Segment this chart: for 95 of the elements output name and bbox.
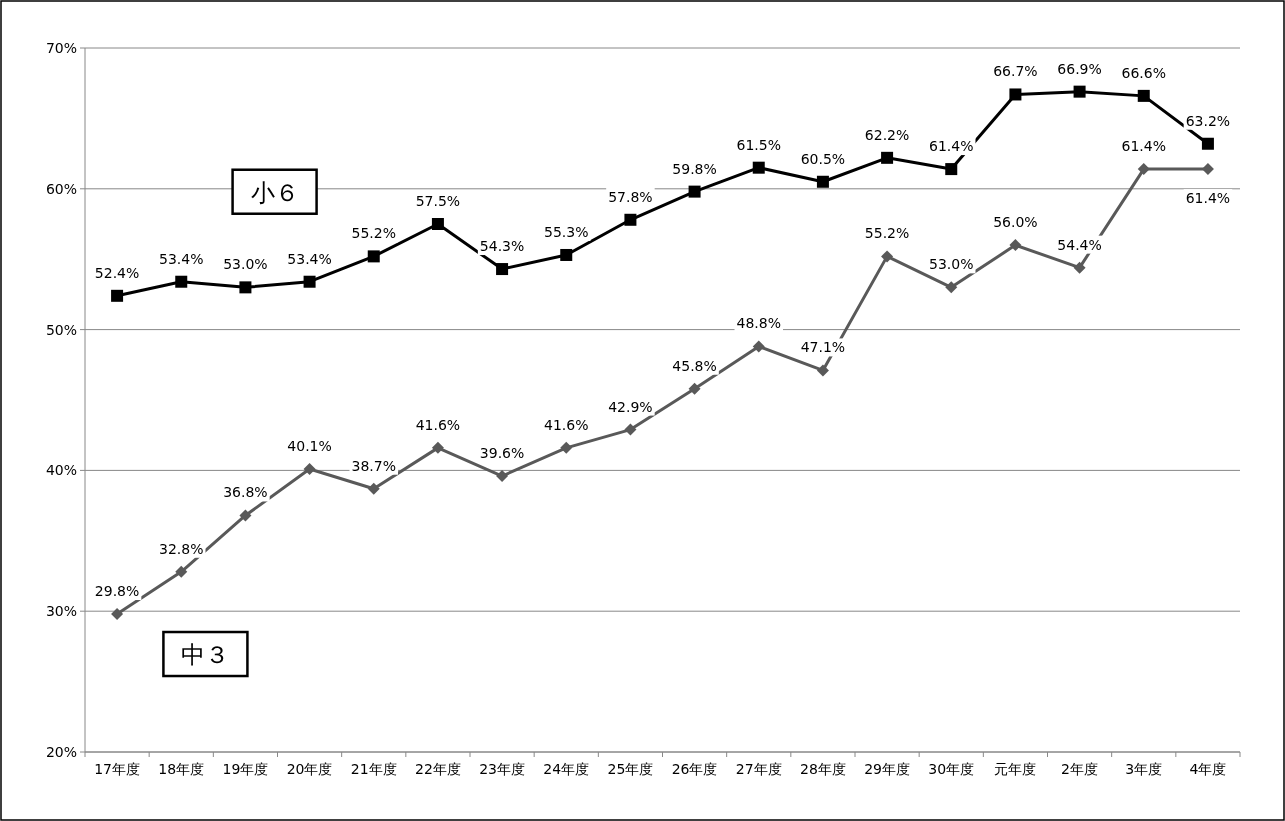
data-label: 47.1% <box>800 339 846 356</box>
point <box>560 441 573 454</box>
x-tick-label: 28年度 <box>800 761 846 777</box>
data-label: 62.2% <box>864 126 910 143</box>
x-tick-label: 18年度 <box>158 761 205 777</box>
data-label: 63.2% <box>1185 112 1231 129</box>
x-tick-label: 27年度 <box>735 761 782 777</box>
data-label: 29.8% <box>94 583 140 600</box>
point <box>431 441 444 454</box>
point <box>496 263 509 276</box>
point <box>431 218 444 230</box>
point <box>752 340 765 353</box>
point <box>1009 88 1022 101</box>
data-label: 61.4% <box>1121 138 1166 155</box>
point <box>239 509 252 522</box>
data-label: 41.6% <box>544 416 589 433</box>
point <box>752 161 765 174</box>
point <box>816 175 829 188</box>
point <box>367 482 380 495</box>
x-tick-label: 17年度 <box>94 761 140 777</box>
x-tick-label: 4年度 <box>1189 761 1227 777</box>
point <box>1137 89 1150 102</box>
data-label: 61.4% <box>929 138 974 155</box>
point <box>624 423 637 436</box>
point <box>945 281 958 294</box>
data-label: 36.8% <box>223 484 268 501</box>
x-tick-label: 25年度 <box>607 761 654 777</box>
x-tick-label: 26年度 <box>671 761 718 777</box>
data-label: 53.4% <box>287 250 332 267</box>
data-label: 39.6% <box>479 445 525 462</box>
data-label: 55.3% <box>544 223 589 240</box>
point <box>624 213 637 226</box>
data-label: 53.0% <box>223 256 268 273</box>
point <box>816 364 829 377</box>
x-tick-label: 3年度 <box>1125 761 1163 777</box>
point <box>1201 137 1214 150</box>
point <box>881 250 894 263</box>
y-tick-label: 40% <box>45 462 77 479</box>
x-tick-label: 22年度 <box>415 761 461 777</box>
data-label: 60.5% <box>800 150 846 167</box>
point <box>111 289 124 302</box>
data-label: 42.9% <box>608 398 653 415</box>
x-tick-label: 30年度 <box>928 761 975 777</box>
point <box>560 248 573 261</box>
x-tick-label: 元年度 <box>994 761 1037 777</box>
y-tick-label: 70% <box>45 40 77 56</box>
data-label: 57.8% <box>608 188 653 205</box>
point <box>688 185 701 198</box>
data-label: 54.4% <box>1057 236 1102 253</box>
x-tick-label: 2年度 <box>1061 761 1099 777</box>
data-label: 41.6% <box>415 416 461 433</box>
x-tick-label: 29年度 <box>864 761 910 777</box>
data-label: 53.0% <box>929 256 974 273</box>
point <box>1009 239 1022 252</box>
point <box>1137 163 1150 176</box>
point <box>111 608 124 621</box>
data-label: 52.4% <box>94 264 140 281</box>
data-label: 59.8% <box>672 160 717 177</box>
point <box>496 470 509 483</box>
point <box>303 462 316 475</box>
x-tick-label: 20年度 <box>286 761 333 777</box>
x-tick-label: 23年度 <box>479 761 525 777</box>
data-label: 40.1% <box>287 437 332 454</box>
y-tick-label: 50% <box>45 321 77 338</box>
data-label: 61.5% <box>736 136 781 153</box>
point <box>945 163 958 176</box>
data-label: 45.8% <box>672 357 717 374</box>
data-label: 66.9% <box>1057 60 1102 77</box>
point <box>175 275 188 288</box>
data-label: 66.7% <box>993 63 1038 80</box>
data-label: 32.8% <box>159 540 204 557</box>
y-tick-label: 20% <box>45 744 77 760</box>
x-tick-label: 21年度 <box>350 761 397 777</box>
x-tick-label: 24年度 <box>543 761 590 777</box>
data-label: 38.7% <box>351 457 396 474</box>
y-tick-label: 60% <box>45 180 77 197</box>
data-label: 54.3% <box>479 238 525 255</box>
x-tick-label: 19年度 <box>222 761 269 777</box>
point <box>239 281 252 294</box>
y-tick-label: 30% <box>45 603 77 620</box>
point <box>303 275 316 288</box>
point <box>688 382 701 395</box>
point <box>1073 85 1086 98</box>
data-label: 66.6% <box>1121 64 1166 81</box>
data-label: 56.0% <box>993 214 1038 231</box>
data-label: 53.4% <box>159 250 204 267</box>
point <box>1073 261 1086 274</box>
data-label: 55.2% <box>351 225 396 242</box>
point <box>881 151 894 164</box>
point <box>367 250 380 263</box>
data-label: 48.8% <box>736 315 781 332</box>
data-label: 57.5% <box>415 193 461 209</box>
data-label: 61.4% <box>1185 190 1231 207</box>
point <box>175 565 188 578</box>
data-label: 55.2% <box>864 225 910 242</box>
